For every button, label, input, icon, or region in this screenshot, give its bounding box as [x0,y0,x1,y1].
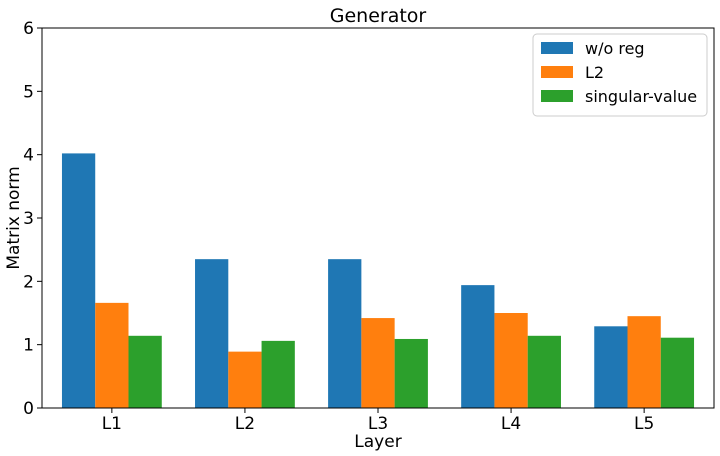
x-tick-label: L1 [102,414,122,434]
x-axis-label: Layer [354,432,401,452]
y-axis-ticks: 0 1 2 3 4 5 6 [23,19,42,419]
plot-frame [41,27,715,409]
x-tick-label: L2 [235,414,255,434]
legend-label: singular-value [585,87,697,106]
legend-box [532,33,708,117]
y-axis-label: Matrix norm [4,166,24,269]
legend-swatch [541,42,573,54]
x-tick-label: L4 [501,414,521,434]
legend-swatch [541,90,573,102]
bar-l4-series-2 [494,313,528,408]
x-tick-label: L3 [368,414,388,434]
bar-l2-series-1 [195,259,229,408]
chart-title: Generator [330,5,427,27]
y-tick-label: 5 [23,82,34,102]
y-tick-label: 2 [23,272,34,292]
bar-l2-series-2 [228,351,262,408]
bars-group [61,153,695,408]
y-tick-label: 0 [23,399,34,419]
bar-l3-series-3 [394,338,428,408]
bar-l4-series-1 [461,285,495,408]
y-tick-label: 6 [23,19,34,39]
legend-swatch [541,66,573,78]
bar-l3-series-1 [328,259,362,408]
bar-l1-series-1 [61,153,96,408]
bar-l5-series-3 [660,337,695,408]
bar-l4-series-3 [527,335,561,408]
bar-l5-series-1 [594,326,628,408]
legend: w/o reg L2 singular-value [532,33,708,117]
bar-l1-series-3 [128,335,162,408]
legend-label: L2 [585,63,604,82]
bar-l5-series-2 [627,316,661,408]
bar-l1-series-2 [95,302,129,408]
y-tick-label: 3 [23,209,34,229]
legend-label: w/o reg [585,39,645,58]
x-tick-label: L5 [634,414,654,434]
x-axis-ticks: L1 L2 L3 L4 L5 [102,408,654,434]
bar-l2-series-3 [261,340,295,408]
y-tick-label: 1 [23,336,34,356]
bar-l3-series-2 [361,318,395,408]
y-tick-label: 4 [23,146,34,166]
